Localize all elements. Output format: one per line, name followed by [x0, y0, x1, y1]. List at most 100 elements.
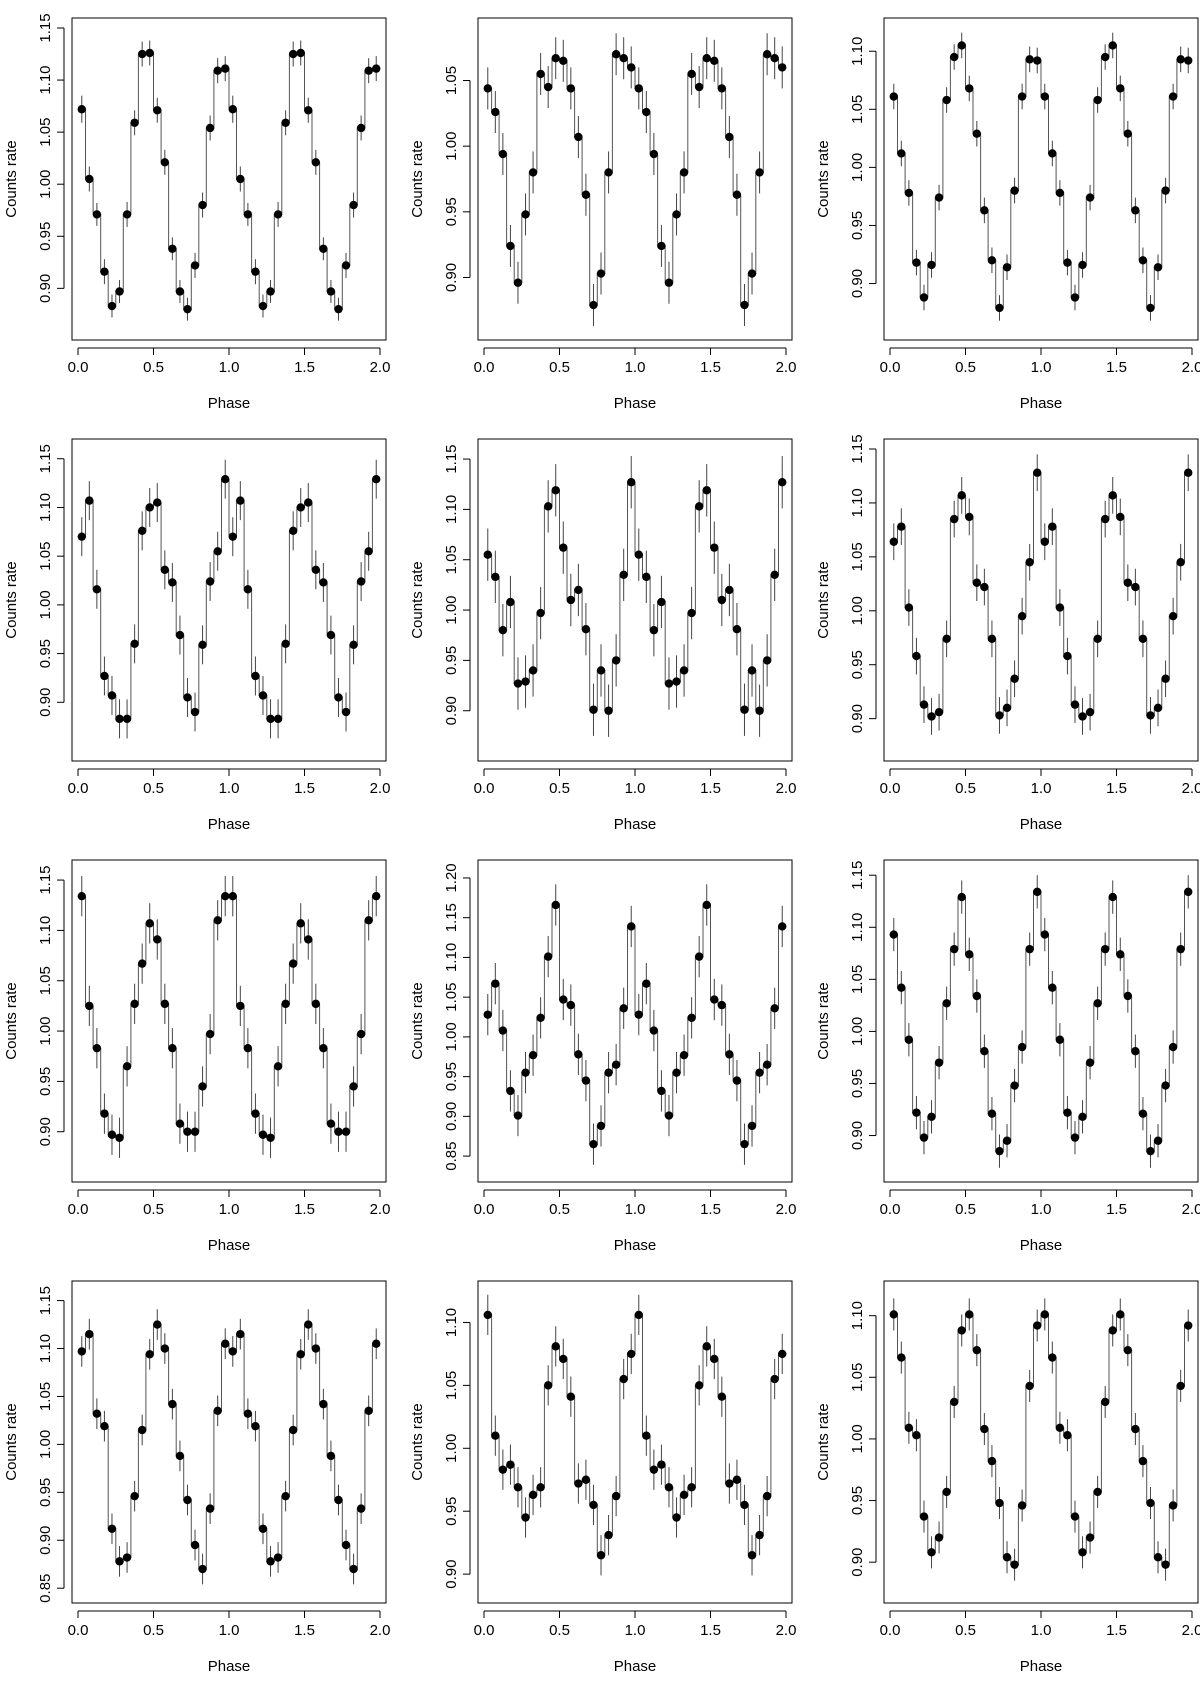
data-point	[1108, 491, 1117, 500]
data-point	[987, 1456, 997, 1466]
data-point	[483, 84, 492, 93]
x-tick-label: 1.5	[1106, 780, 1127, 797]
data-point	[1070, 1133, 1080, 1142]
x-tick-label: 0.0	[68, 780, 89, 797]
data-point	[145, 1350, 154, 1359]
data-point	[980, 582, 989, 592]
data-point	[483, 550, 492, 559]
y-tick-label: 1.00	[37, 170, 54, 199]
data-point	[77, 891, 86, 901]
data-point	[326, 1451, 336, 1461]
data-point	[687, 1013, 696, 1023]
data-point	[288, 1425, 298, 1435]
x-tick-label: 2.0	[370, 1622, 391, 1639]
data-point	[1025, 558, 1034, 567]
data-point	[77, 532, 86, 541]
x-tick-label: 0.0	[68, 1622, 89, 1639]
y-tick-label: 1.10	[37, 493, 54, 522]
data-point	[498, 626, 508, 635]
y-axis-label: Counts rate	[409, 140, 426, 218]
data-point	[889, 930, 898, 939]
x-axis-label: Phase	[208, 1658, 251, 1675]
x-tick-label: 1.0	[219, 1201, 240, 1218]
x-axis-label: Phase	[208, 395, 251, 412]
x-tick-label: 0.0	[474, 359, 495, 376]
data-point	[273, 1062, 283, 1071]
data-point	[168, 1399, 177, 1409]
data-point	[1055, 1035, 1065, 1044]
data-point	[1063, 651, 1072, 661]
data-point	[717, 84, 727, 93]
data-point	[228, 1347, 237, 1356]
data-point	[619, 570, 628, 580]
data-point	[596, 1551, 606, 1560]
x-tick-label: 1.5	[700, 780, 721, 797]
data-point	[296, 503, 305, 512]
data-point	[491, 1431, 500, 1440]
data-point	[634, 84, 643, 93]
data-point	[107, 1524, 117, 1533]
data-point	[551, 900, 560, 910]
data-point	[566, 1000, 576, 1010]
data-point	[589, 705, 598, 714]
data-point	[927, 1112, 936, 1122]
data-point	[710, 995, 719, 1004]
y-tick-label: 1.10	[37, 1334, 54, 1363]
y-tick-label: 1.10	[443, 1308, 460, 1337]
panel-6: 0.0 0.5 1.0 1.5 2.0 Phase 0.90 0.95 1.00 1.05 1.10…	[815, 434, 1200, 833]
data-point	[634, 1010, 643, 1019]
y-tick-label: 0.90	[37, 1526, 54, 1555]
panel-8: 0.0 0.5 1.0 1.5 2.0 Phase 0.85 0.90 0.95 1.00 1.05…	[409, 859, 796, 1254]
data-point	[273, 1553, 283, 1562]
data-point	[919, 1133, 929, 1142]
data-point	[1100, 1397, 1110, 1407]
data-point	[980, 1424, 989, 1434]
data-point	[92, 210, 102, 219]
data-point	[755, 1530, 764, 1540]
data-point	[694, 952, 704, 961]
data-point	[243, 210, 253, 219]
data-point	[221, 64, 230, 73]
data-point	[740, 705, 749, 714]
data-point	[904, 603, 914, 612]
x-tick-label: 1.0	[1031, 780, 1052, 797]
data-point	[491, 107, 500, 117]
data-point	[942, 95, 951, 105]
data-point	[627, 478, 636, 487]
data-point	[528, 1490, 538, 1500]
data-point	[92, 1409, 102, 1418]
data-point	[642, 107, 651, 117]
y-tick-label: 0.85	[37, 1574, 54, 1603]
data-point	[258, 1524, 268, 1533]
data-point	[85, 1001, 94, 1011]
data-point	[266, 714, 275, 724]
data-point	[153, 498, 162, 507]
y-tick-label: 1.05	[443, 545, 460, 574]
data-point	[506, 241, 515, 251]
data-point	[311, 158, 321, 167]
data-point	[679, 1490, 689, 1500]
data-point	[987, 256, 997, 265]
x-tick-label: 1.5	[700, 1622, 721, 1639]
data-point	[596, 269, 606, 278]
y-tick-label: 1.00	[849, 1424, 866, 1453]
data-point	[965, 512, 974, 522]
data-point	[710, 56, 719, 66]
panel-4: 0.0 0.5 1.0 1.5 2.0 Phase 0.90 0.95 1.00 1.05 1.10…	[3, 438, 390, 833]
data-point	[326, 630, 336, 640]
x-tick-label: 1.0	[625, 359, 646, 376]
data-point	[137, 1425, 147, 1435]
data-point	[755, 1068, 764, 1077]
data-point	[243, 1409, 253, 1418]
data-point	[281, 639, 290, 649]
data-point	[904, 1035, 914, 1044]
y-tick-label: 0.90	[37, 688, 54, 717]
y-tick-label: 1.10	[443, 943, 460, 972]
data-point	[183, 1495, 192, 1505]
x-tick-label: 0.0	[880, 780, 901, 797]
data-point	[168, 578, 177, 587]
y-tick-label: 1.15	[37, 444, 54, 473]
data-point	[574, 585, 583, 595]
data-point	[589, 1500, 598, 1510]
x-axis-label: Phase	[1020, 1237, 1063, 1254]
